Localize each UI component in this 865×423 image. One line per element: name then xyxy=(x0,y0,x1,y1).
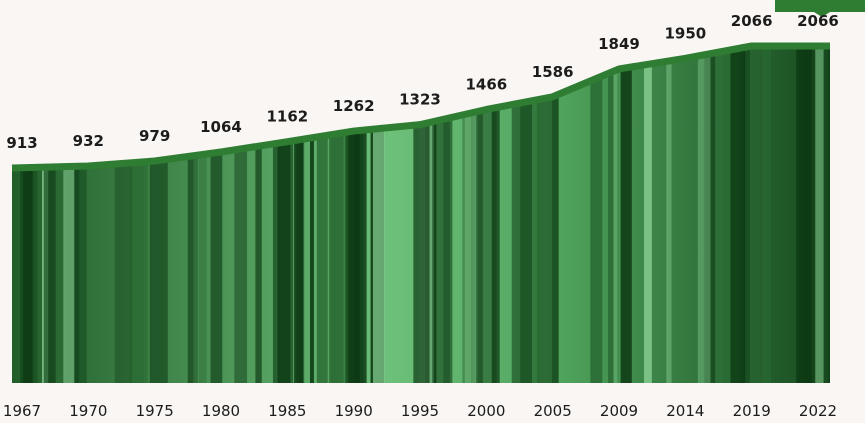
x-tick-label: 1995 xyxy=(401,402,439,420)
tree-trunk xyxy=(296,46,305,383)
tree-trunk xyxy=(697,46,711,383)
tree-trunk xyxy=(298,46,303,383)
value-label: 1064 xyxy=(200,118,242,136)
value-label: 1162 xyxy=(266,108,308,126)
x-tick-label: 1975 xyxy=(136,402,174,420)
x-tick-label: 1967 xyxy=(3,402,41,420)
tree-trunk xyxy=(432,46,453,383)
tree-trunk xyxy=(43,46,56,383)
tree-trunk xyxy=(608,46,614,383)
x-tick-label: 1990 xyxy=(335,402,373,420)
x-tick-label: 2005 xyxy=(534,402,572,420)
value-label: 913 xyxy=(6,134,37,152)
tree-trunk xyxy=(149,46,168,383)
tree-trunk xyxy=(812,46,824,383)
tree-trunk xyxy=(63,46,75,383)
x-tick-label: 2000 xyxy=(467,402,505,420)
tree-trunk xyxy=(552,46,559,383)
tree-trunk xyxy=(666,46,672,383)
tree-trunk xyxy=(590,46,603,383)
tree-trunk xyxy=(114,46,133,383)
tree-trunk xyxy=(23,46,33,383)
corner-marker xyxy=(775,0,865,17)
value-label: 1466 xyxy=(465,75,507,93)
x-tick-label: 2009 xyxy=(600,402,638,420)
tree-trunk xyxy=(309,46,314,383)
tree-trunk xyxy=(462,46,473,383)
value-label: 1849 xyxy=(598,35,640,53)
value-label: 1586 xyxy=(532,63,574,81)
x-tick-label: 2019 xyxy=(733,402,771,420)
tree-trunk xyxy=(464,46,477,383)
tree-trunk xyxy=(511,46,533,383)
tree-trunk xyxy=(704,46,716,383)
tree-trunk xyxy=(611,46,618,383)
tree-trunk xyxy=(31,46,38,383)
tree-trunk xyxy=(129,46,134,383)
tree-trunk xyxy=(742,46,750,383)
tree-trunk xyxy=(346,46,351,383)
tree-trunk xyxy=(328,46,344,383)
tree-trunk xyxy=(187,46,198,383)
value-label: 1323 xyxy=(399,91,441,109)
tree-trunk xyxy=(730,46,746,383)
x-tick-label: 2022 xyxy=(799,402,837,420)
tree-trunk xyxy=(129,46,145,383)
x-tick-label: 1980 xyxy=(202,402,240,420)
value-label: 1262 xyxy=(333,97,375,115)
tree-trunk xyxy=(491,46,500,383)
tree-trunk xyxy=(346,46,364,383)
value-label: 2066 xyxy=(797,12,839,30)
value-label: 2066 xyxy=(731,12,773,30)
tree-trunk xyxy=(740,46,745,383)
x-tick-label: 1985 xyxy=(268,402,306,420)
value-label: 932 xyxy=(73,132,104,150)
tree-trunk xyxy=(198,46,207,383)
tree-trunk xyxy=(255,46,262,383)
tree-trunk xyxy=(413,46,430,383)
tree-trunk xyxy=(536,46,553,383)
tree-trunk xyxy=(188,46,194,383)
tree-trunk xyxy=(796,46,816,383)
tree-trunk xyxy=(234,46,248,383)
tree-trunk xyxy=(643,46,652,383)
tree-trunk xyxy=(471,46,483,383)
tree-trunk xyxy=(316,46,328,383)
value-label: 979 xyxy=(139,127,170,145)
forest-image xyxy=(12,0,845,400)
tree-trunk xyxy=(294,46,304,383)
tree-trunk xyxy=(72,46,87,383)
tree-trunk xyxy=(832,0,845,400)
area-line xyxy=(11,42,830,172)
tree-trunk xyxy=(827,46,830,383)
tree-trunk xyxy=(620,46,632,383)
x-tick-label: 2014 xyxy=(666,402,704,420)
x-tick-label: 1970 xyxy=(69,402,107,420)
tree-trunk xyxy=(762,46,771,383)
tree-trunk xyxy=(272,46,294,383)
tree-trunk xyxy=(210,46,223,383)
value-label: 1950 xyxy=(664,24,706,42)
tree-trunk xyxy=(372,46,386,383)
